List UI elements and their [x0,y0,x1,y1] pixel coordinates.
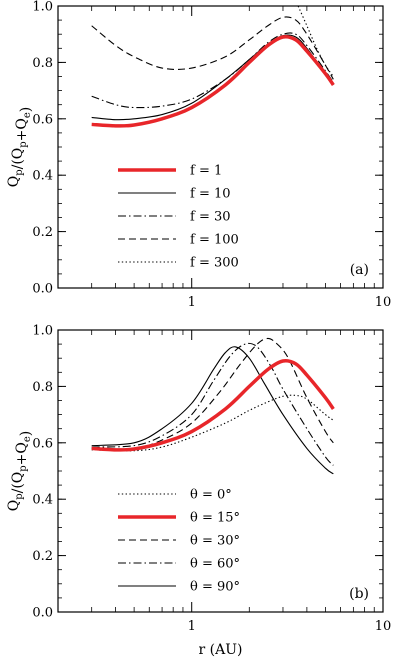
legend-label-0: f = 1 [190,164,222,179]
x-tick-label: 10 [375,619,392,634]
y-tick-label: 0.6 [32,436,53,451]
series-line-2 [91,32,334,109]
x-axis-label: r (AU) [199,642,243,658]
y-tick-label: 0.2 [32,549,53,564]
panel-b: 0.00.20.40.60.81.01 10r (AU)(b)θ = 0°θ = … [32,324,391,659]
legend-label-2: f = 30 [190,210,231,225]
y-axis-label: Qp/(Qp+Qe) [6,107,34,188]
legend-label-4: f = 300 [190,256,239,271]
y-tick-label: 0.8 [32,56,53,71]
y-tick-label: 0.2 [32,225,53,240]
legend-label-4: θ = 90° [190,580,240,595]
y-tick-label: 0.0 [32,606,53,621]
y-axis-label: Qp/(Qp+Qe) [6,431,34,512]
legend-label-3: f = 100 [190,233,239,248]
y-tick-label: 1.0 [32,0,53,15]
series-line-0 [91,34,335,128]
legend: f = 1 f = 10 f = 30 f = 100 f = 300 [118,164,239,271]
legend-label-2: θ = 30° [190,534,240,549]
y-tick-label: 0.6 [32,112,53,127]
panel-label: (b) [349,586,369,602]
legend-label-1: θ = 15° [190,511,240,526]
series-line-3 [91,16,334,80]
legend-label-0: θ = 0° [190,488,232,503]
panel-label: (a) [350,262,369,278]
series-line-2 [91,337,334,450]
series-line-0 [91,394,334,452]
series-line-1 [91,358,335,452]
legend-label-3: θ = 60° [190,557,240,572]
legend-label-1: f = 10 [190,187,231,202]
series-line-4 [297,6,334,77]
panel-a: 0.0 0.2 0.4 0.6 0.8 1.0 1 10 (a) f = 1 f = 10 f = 3… [32,0,391,310]
y-tick-label: 0.4 [32,169,53,184]
x-tick-label: 1 [188,295,196,310]
y-tick-label: 0.0 [32,282,53,297]
x-tick-label: 1 [188,619,196,634]
legend: θ = 0° θ = 15° θ = 30° θ = 60° θ = 90° [118,488,240,595]
series-line-4 [91,346,334,475]
y-tick-label: 1.0 [32,324,53,339]
y-tick-label: 0.8 [32,380,53,395]
series-line-3 [91,342,334,466]
x-tick-label: 10 [375,295,392,310]
y-tick-label: 0.4 [32,493,53,508]
